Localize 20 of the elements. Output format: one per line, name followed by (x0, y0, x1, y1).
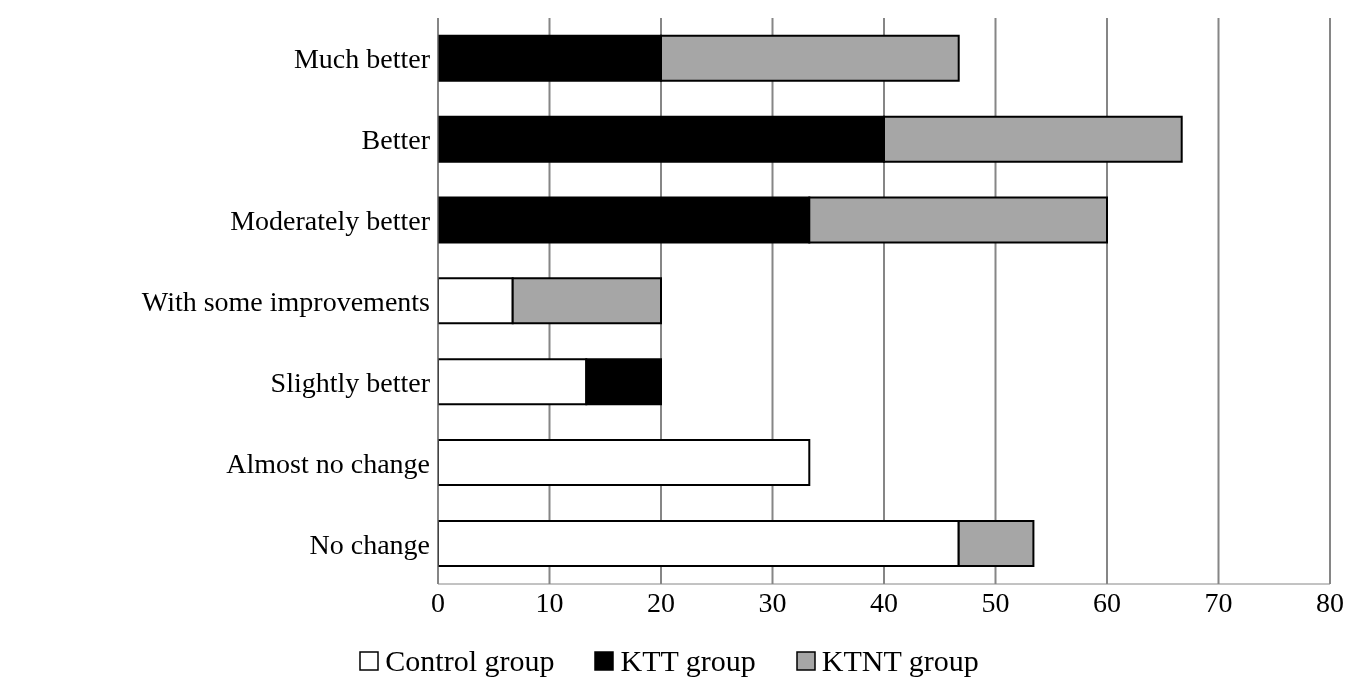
legend-label: Control group (385, 644, 555, 678)
x-tick-label: 70 (1204, 586, 1233, 618)
x-tick-label: 80 (1316, 586, 1344, 618)
y-tick-label: Much better (293, 43, 431, 75)
bar (438, 439, 811, 487)
x-tick-label: 50 (981, 586, 1010, 618)
x-tick-label: 10 (535, 586, 564, 618)
y-tick-label: Moderately better (230, 205, 431, 237)
x-tick-label: 60 (1093, 586, 1121, 618)
y-tick-label: Almost no change (226, 447, 430, 479)
y-tick-label: No change (309, 528, 430, 560)
legend-label: KTNT group (821, 644, 979, 678)
y-tick-label: With some improvements (141, 285, 430, 317)
x-tick-label: 20 (647, 586, 675, 618)
x-tick-label: 40 (870, 586, 898, 618)
legend-label: KTT group (620, 644, 756, 678)
x-tick-label: 0 (431, 586, 445, 618)
y-tick-label: Slightly better (270, 366, 431, 398)
y-tick-label: Better (361, 124, 431, 156)
x-tick-label: 30 (758, 586, 787, 618)
